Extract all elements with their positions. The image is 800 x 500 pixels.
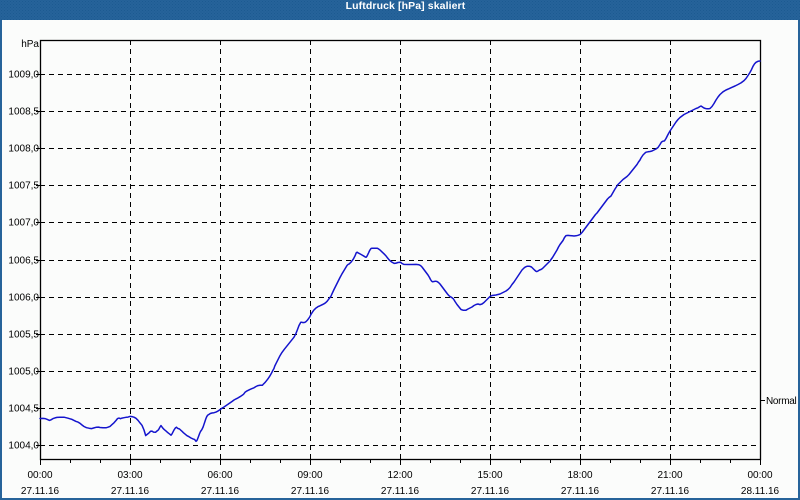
svg-text:27.11.16: 27.11.16 [471, 486, 510, 497]
svg-text:12:00: 12:00 [387, 470, 412, 481]
svg-text:1007,5: 1007,5 [8, 181, 39, 192]
svg-text:00:00: 00:00 [747, 470, 772, 481]
svg-text:27.11.16: 27.11.16 [651, 486, 690, 497]
svg-text:27.11.16: 27.11.16 [201, 486, 240, 497]
svg-text:27.11.16: 27.11.16 [21, 486, 60, 497]
svg-text:00:00: 00:00 [27, 470, 52, 481]
svg-text:18:00: 18:00 [567, 470, 592, 481]
svg-text:1007,0: 1007,0 [8, 218, 39, 229]
svg-text:1006,5: 1006,5 [8, 256, 39, 267]
svg-text:09:00: 09:00 [297, 470, 322, 481]
svg-text:28.11.16: 28.11.16 [741, 486, 780, 497]
svg-text:21:00: 21:00 [657, 470, 682, 481]
svg-text:15:00: 15:00 [477, 470, 502, 481]
svg-text:27.11.16: 27.11.16 [561, 486, 600, 497]
svg-text:03:00: 03:00 [117, 470, 142, 481]
svg-text:27.11.16: 27.11.16 [381, 486, 420, 497]
svg-text:1004,5: 1004,5 [8, 404, 39, 415]
svg-text:06:00: 06:00 [207, 470, 232, 481]
svg-text:Normal: Normal [766, 396, 797, 407]
svg-text:hPa: hPa [21, 39, 39, 50]
svg-text:1008,0: 1008,0 [8, 144, 39, 155]
svg-text:27.11.16: 27.11.16 [111, 486, 150, 497]
svg-text:1004,0: 1004,0 [8, 441, 39, 452]
svg-text:1005,0: 1005,0 [8, 367, 39, 378]
svg-text:27.11.16: 27.11.16 [291, 486, 330, 497]
svg-text:1005,5: 1005,5 [8, 330, 39, 341]
svg-text:1006,0: 1006,0 [8, 293, 39, 304]
svg-text:1009,0: 1009,0 [8, 70, 39, 81]
svg-text:1008,5: 1008,5 [8, 107, 39, 118]
